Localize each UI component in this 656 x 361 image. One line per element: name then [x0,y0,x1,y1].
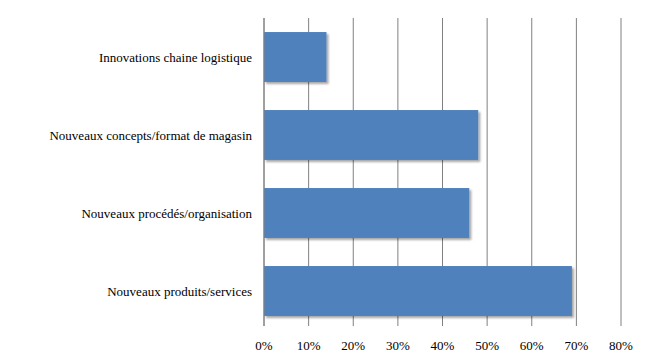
tick-label: 70% [564,338,588,353]
category-label: Innovations chaine logistique [99,50,252,65]
tick-label: 20% [341,338,365,353]
grid [264,18,621,326]
chart-svg: 0% 10% 20% 30% 40% 50% 60% 70% 80% Innovations ch… [0,0,656,361]
tick-label: 10% [297,338,321,353]
category-label: Nouveaux produits/services [107,284,252,299]
tick-label: 60% [520,338,544,353]
axis-line [264,18,265,326]
bar [264,188,469,238]
tick-label: 0% [255,338,273,353]
bar [264,266,572,316]
bar [264,32,326,82]
category-label: Nouveaux procédés/organisation [81,206,252,221]
bar [264,110,478,160]
chart-container: 0% 10% 20% 30% 40% 50% 60% 70% 80% Innovations ch… [0,0,656,361]
tick-label: 30% [386,338,410,353]
tick-label: 40% [431,338,455,353]
grid-line [576,18,577,326]
grid-line [264,18,265,326]
bars [264,32,572,316]
category-label: Nouveaux concepts/format de magasin [49,128,252,143]
grid-line [621,18,622,326]
tick-label: 50% [475,338,499,353]
tick-label: 80% [609,338,633,353]
